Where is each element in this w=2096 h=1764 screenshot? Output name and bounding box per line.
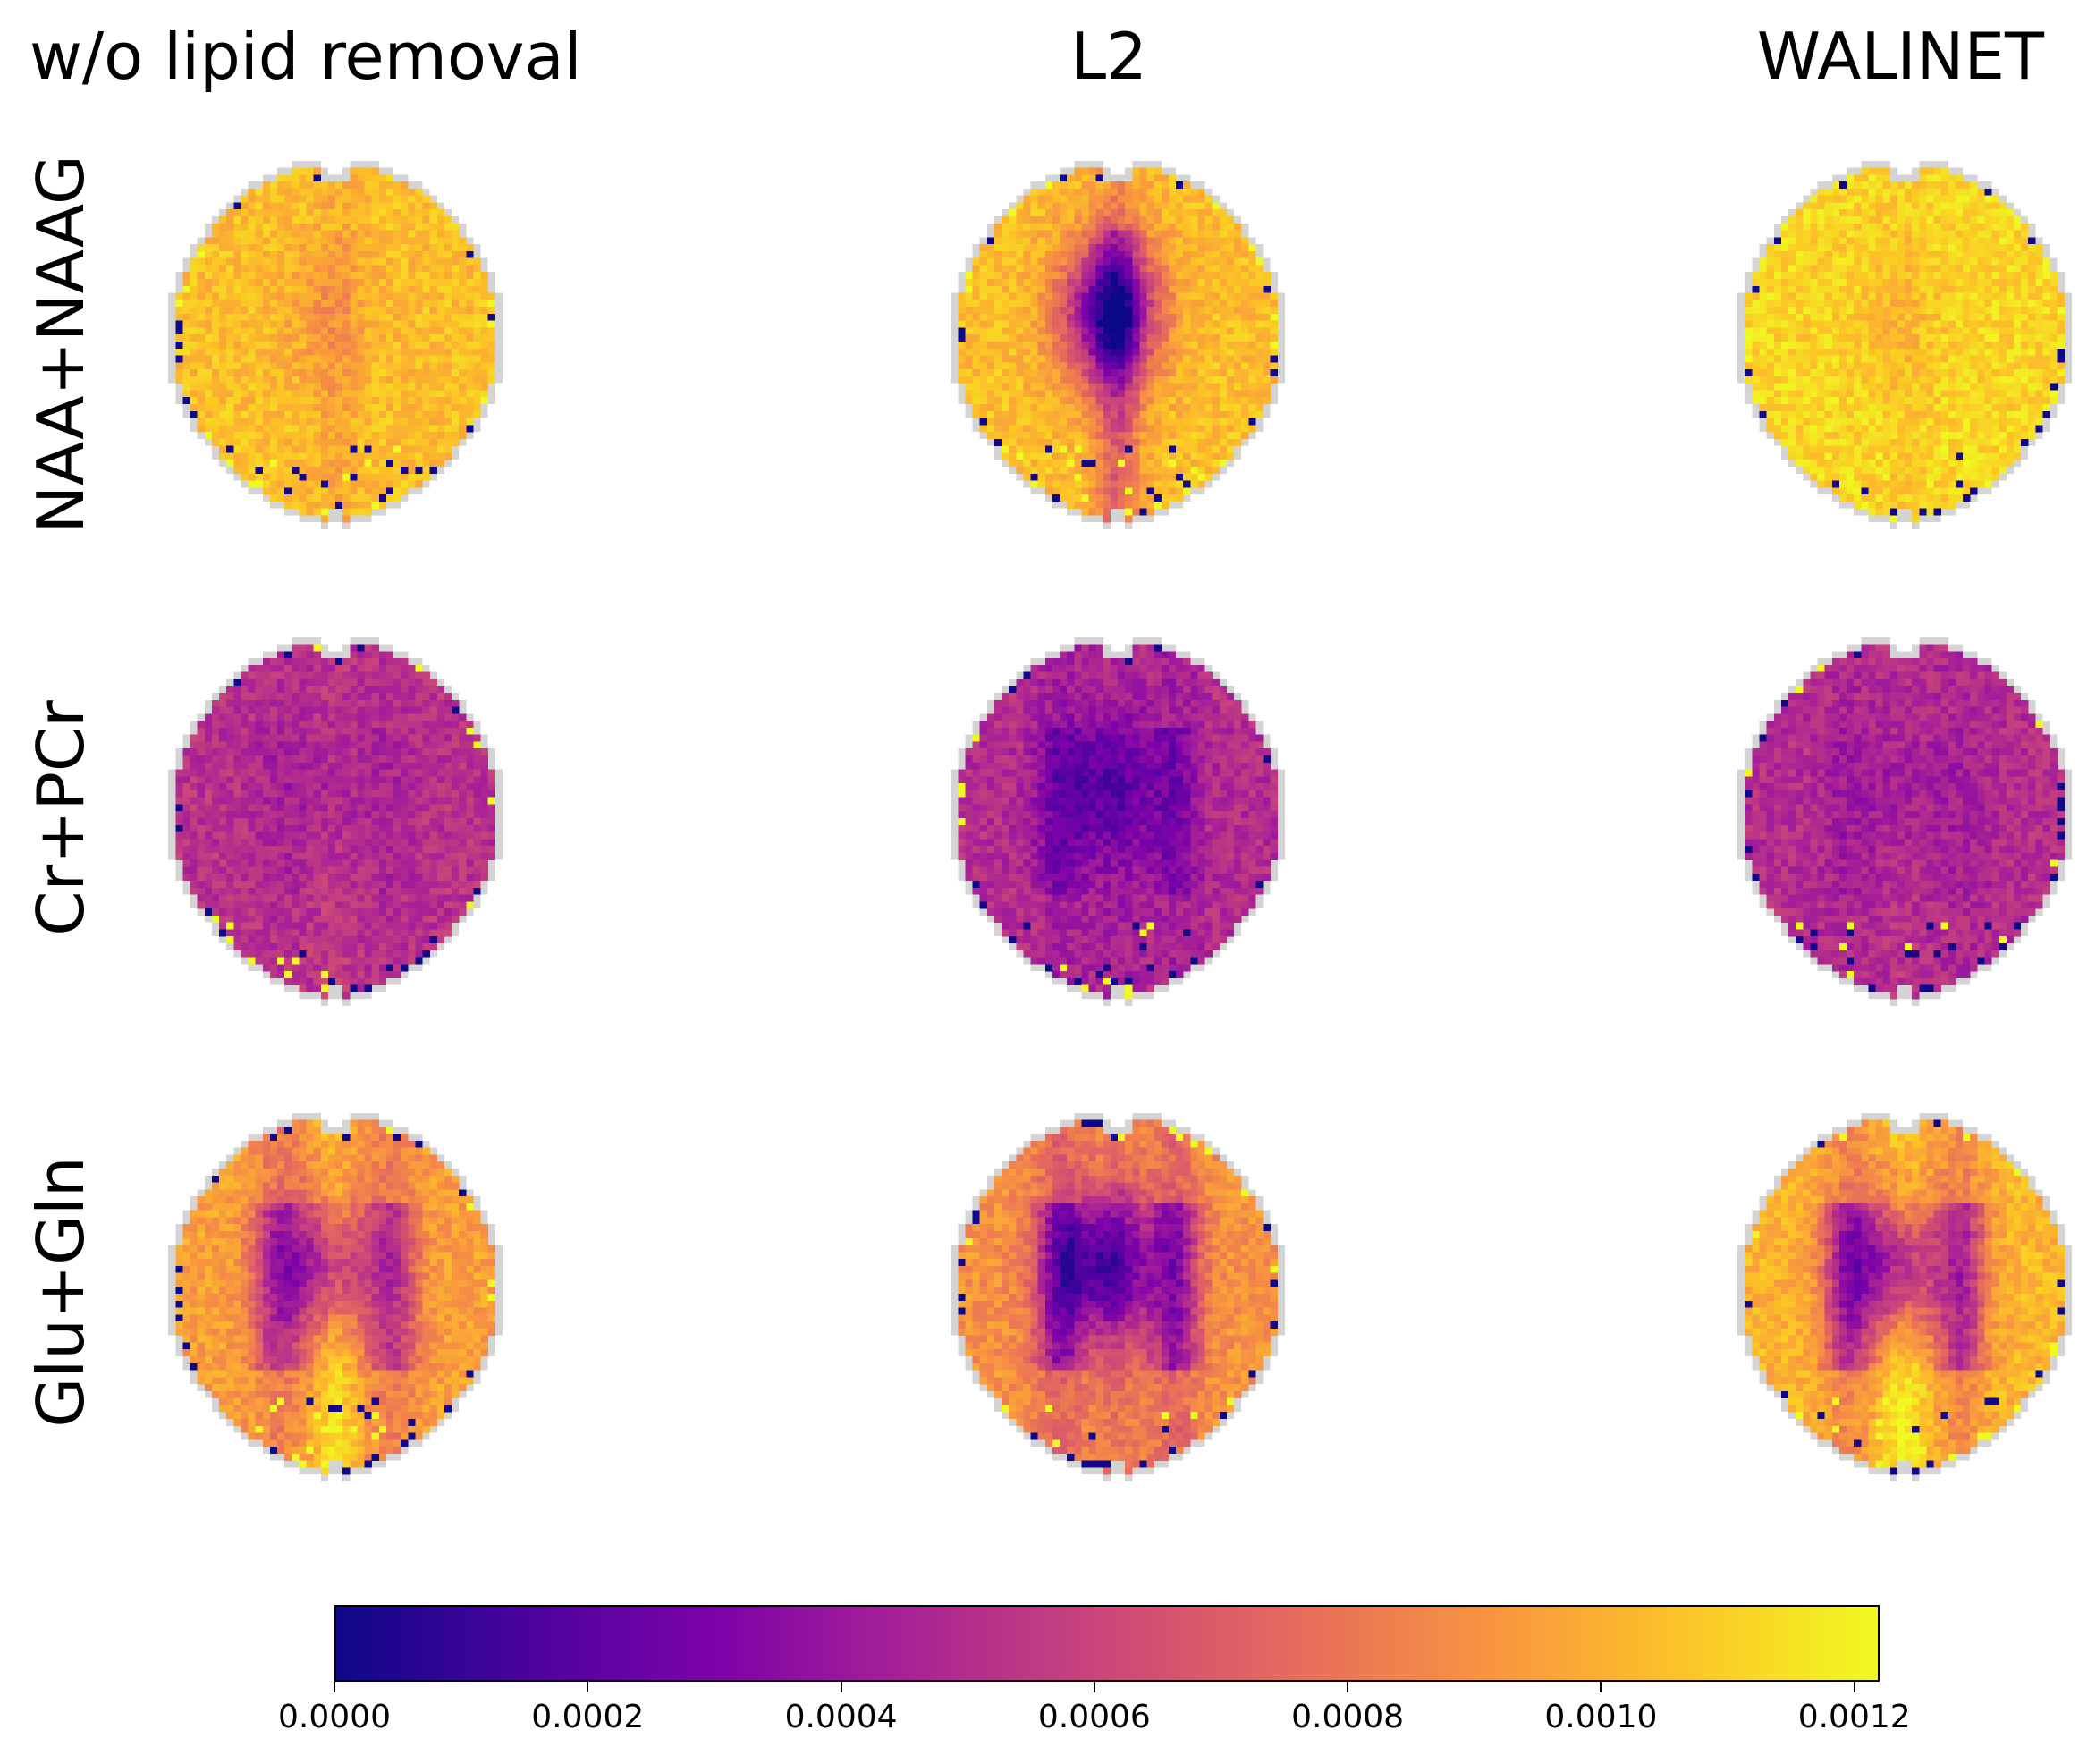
- column-title-wo-lipid-removal: w/o lipid removal: [30, 19, 582, 94]
- brain-outline: [1737, 637, 2072, 1006]
- colorbar-tick: [1853, 1682, 1855, 1692]
- heatmap-image: [168, 160, 503, 529]
- heatmap-panel-naa-naag-l2: [943, 154, 1292, 529]
- heatmap-panel-glu-gln-w-o-lipid-removal: [161, 1106, 510, 1481]
- colorbar-tick: [840, 1682, 842, 1692]
- colorbar-tick-label: 0.0010: [1544, 1699, 1658, 1735]
- brain-outline: [1737, 1112, 2072, 1481]
- heatmap-cells: [175, 1119, 495, 1475]
- heatmap-panel-glu-gln-walinet: [1730, 1106, 2079, 1481]
- brain-outline: [1737, 160, 2072, 529]
- colorbar-tick-label: 0.0004: [784, 1699, 898, 1735]
- brain-outline: [168, 160, 503, 529]
- colorbar-tick-label: 0.0000: [278, 1699, 391, 1735]
- colorbar-tick: [587, 1682, 589, 1692]
- heatmap-panel-naa-naag-walinet: [1730, 154, 2079, 529]
- heatmap-cells: [1745, 167, 2065, 523]
- brain-outline: [168, 1112, 503, 1481]
- heatmap-cells: [1745, 644, 2065, 1000]
- heatmap-panel-cr-pcr-walinet: [1730, 630, 2079, 1006]
- heatmap-panel-glu-gln-l2: [943, 1106, 1292, 1481]
- heatmap-panel-cr-pcr-l2: [943, 630, 1292, 1006]
- brain-outline: [951, 637, 1285, 1006]
- colorbar-tick-label: 0.0002: [531, 1699, 645, 1735]
- colorbar-tick-label: 0.0006: [1037, 1699, 1151, 1735]
- heatmap-cells: [958, 1119, 1278, 1475]
- heatmap-image: [1737, 1112, 2072, 1481]
- heatmap-image: [1737, 160, 2072, 529]
- colorbar-tick-label: 0.0012: [1797, 1699, 1911, 1735]
- column-title-l2: L2: [1070, 19, 1147, 94]
- colorbar-tick-label: 0.0008: [1291, 1699, 1405, 1735]
- heatmap-image: [168, 1112, 503, 1481]
- colorbar-bar: [334, 1605, 1880, 1682]
- colorbar-tick: [1347, 1682, 1349, 1692]
- heatmap-image: [951, 1112, 1285, 1481]
- heatmap-cells: [958, 167, 1278, 523]
- heatmap-image: [168, 637, 503, 1006]
- brain-outline: [951, 160, 1285, 529]
- heatmap-cells: [1745, 1119, 2065, 1475]
- heatmap-cells: [175, 644, 495, 1000]
- colorbar: [334, 1605, 1880, 1682]
- column-title-walinet: WALINET: [1756, 19, 2044, 94]
- heatmap-cells: [958, 644, 1278, 1000]
- row-label-cr-pcr: Cr+PCr: [23, 700, 98, 936]
- heatmap-panel-naa-naag-w-o-lipid-removal: [161, 154, 510, 529]
- colorbar-gradient: [334, 1605, 1880, 1682]
- brain-outline: [951, 1112, 1285, 1481]
- heatmap-image: [951, 160, 1285, 529]
- heatmap-panel-cr-pcr-w-o-lipid-removal: [161, 630, 510, 1006]
- heatmap-image: [951, 637, 1285, 1006]
- brain-outline: [168, 637, 503, 1006]
- colorbar-tick: [1093, 1682, 1095, 1692]
- heatmap-image: [1737, 637, 2072, 1006]
- row-label-naa-naag: NAA+NAAG: [23, 155, 98, 534]
- heatmap-cells: [175, 167, 495, 523]
- row-label-glu-gln: Glu+Gln: [23, 1156, 98, 1428]
- colorbar-tick: [1600, 1682, 1602, 1692]
- colorbar-tick: [334, 1682, 335, 1692]
